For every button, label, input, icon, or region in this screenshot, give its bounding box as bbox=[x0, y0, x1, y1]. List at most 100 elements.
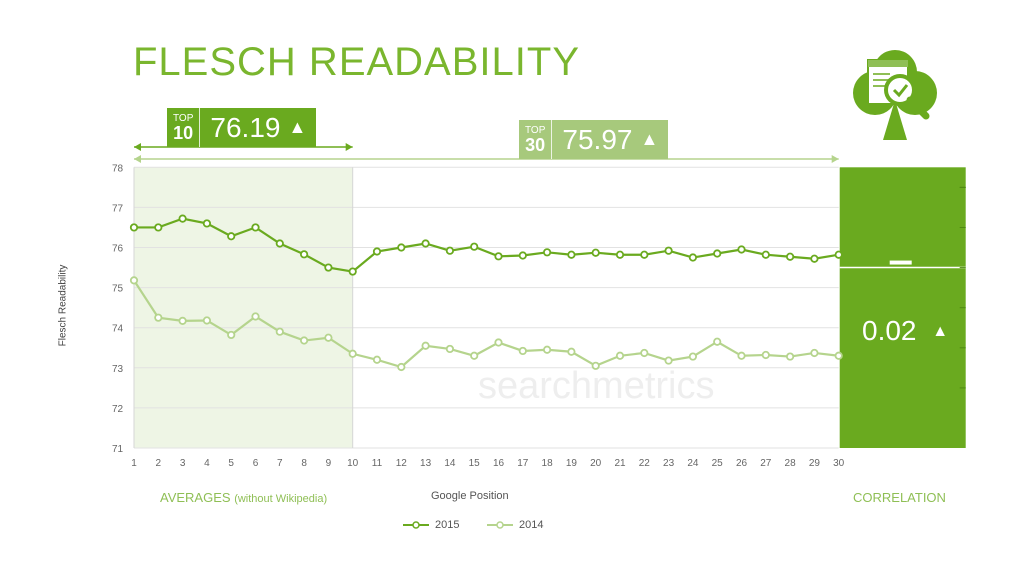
x-tick-label: 27 bbox=[760, 458, 772, 469]
data-point-2014 bbox=[348, 349, 357, 358]
data-point-2014 bbox=[518, 346, 527, 356]
data-point-2014 bbox=[785, 352, 795, 361]
legend-item-2015: 2015 bbox=[403, 519, 459, 531]
y-axis-label: Flesch Readability bbox=[57, 264, 69, 347]
data-point-2015 bbox=[445, 246, 454, 255]
data-point-2015 bbox=[470, 242, 479, 251]
top30-tag-top: TOP bbox=[525, 124, 546, 136]
data-point-2014 bbox=[397, 362, 406, 372]
averages-label-text: AVERAGES bbox=[160, 490, 231, 505]
correlation-label: CORRELATION bbox=[853, 490, 946, 505]
x-tick-label: 10 bbox=[347, 458, 359, 469]
top30-tag-num: 30 bbox=[525, 134, 546, 155]
data-point-2014 bbox=[494, 338, 503, 347]
data-point-2015 bbox=[567, 250, 576, 259]
top30-average-badge: TOP 30 75.97 ▲ bbox=[519, 120, 669, 159]
y-tick-label: 77 bbox=[112, 203, 124, 214]
series-line-2015 bbox=[134, 217, 839, 273]
y-tick-label: 74 bbox=[112, 324, 124, 335]
x-tick-label: 1 bbox=[131, 458, 137, 469]
data-point-2015 bbox=[154, 223, 163, 232]
data-point-2015 bbox=[518, 251, 527, 260]
correlation-zero-marker bbox=[889, 260, 912, 265]
legend-label-2014: 2014 bbox=[519, 519, 544, 531]
data-point-2014 bbox=[615, 351, 625, 360]
top30-range-bracket bbox=[134, 155, 839, 163]
data-point-2014 bbox=[688, 352, 698, 361]
top10-tag: TOP 10 bbox=[167, 108, 201, 147]
data-point-2015 bbox=[615, 250, 625, 259]
x-tick-label: 4 bbox=[204, 458, 210, 469]
x-tick-label: 9 bbox=[326, 458, 332, 469]
data-point-2015 bbox=[834, 250, 843, 259]
x-tick-label: 11 bbox=[372, 458, 383, 469]
x-tick-label: 23 bbox=[663, 458, 675, 469]
data-point-2015 bbox=[713, 249, 722, 258]
data-point-2014 bbox=[834, 351, 843, 360]
data-point-2014 bbox=[251, 312, 260, 321]
data-point-2014 bbox=[129, 276, 139, 285]
chart-title: FLESCH READABILITY bbox=[133, 40, 581, 84]
data-point-2014 bbox=[324, 333, 333, 342]
data-point-2015 bbox=[275, 239, 284, 248]
data-point-2014 bbox=[640, 348, 649, 358]
data-point-2015 bbox=[129, 223, 139, 232]
data-point-2015 bbox=[227, 232, 236, 241]
data-point-2014 bbox=[542, 345, 552, 354]
data-point-2015 bbox=[299, 250, 309, 259]
top10-shaded-region bbox=[134, 167, 353, 449]
top10-average-badge: TOP 10 76.19 ▲ bbox=[167, 108, 317, 147]
x-tick-label: 26 bbox=[736, 458, 748, 469]
x-tick-label: 8 bbox=[301, 458, 307, 469]
legend-label-2015: 2015 bbox=[435, 519, 460, 531]
top10-up-arrow-icon: ▲ bbox=[288, 117, 307, 137]
correlation-value: 0.02 ▲ bbox=[862, 315, 948, 347]
data-point-2015 bbox=[397, 243, 406, 252]
data-point-2015 bbox=[810, 254, 819, 263]
x-tick-label: 17 bbox=[517, 458, 529, 469]
x-tick-label: 30 bbox=[833, 458, 845, 469]
x-tick-label: 21 bbox=[614, 458, 626, 469]
top10-tag-num: 10 bbox=[173, 122, 194, 143]
top30-up-arrow-icon: ▲ bbox=[640, 129, 659, 149]
y-tick-label: 75 bbox=[112, 284, 124, 295]
data-point-2015 bbox=[761, 250, 770, 259]
data-point-2015 bbox=[785, 252, 795, 261]
correlation-box bbox=[839, 167, 966, 449]
y-tick-label: 76 bbox=[112, 244, 124, 255]
data-point-2015 bbox=[324, 263, 333, 272]
x-tick-label: 18 bbox=[542, 458, 554, 469]
x-tick-label: 6 bbox=[253, 458, 259, 469]
correlation-value-text: 0.02 bbox=[862, 315, 917, 346]
y-tick-label: 78 bbox=[112, 163, 124, 174]
top30-value: 75.97 ▲ bbox=[552, 120, 668, 159]
x-tick-label: 12 bbox=[396, 458, 408, 469]
x-tick-label: 14 bbox=[444, 458, 456, 469]
top10-value-text: 76.19 bbox=[210, 111, 281, 143]
data-point-2015 bbox=[664, 246, 673, 255]
legend-marker-2015 bbox=[403, 521, 429, 529]
data-point-2014 bbox=[470, 351, 479, 360]
x-tick-label: 25 bbox=[712, 458, 724, 469]
averages-sub-label: (without Wikipedia) bbox=[234, 493, 328, 505]
x-tick-label: 19 bbox=[566, 458, 578, 469]
x-tick-label: 29 bbox=[809, 458, 821, 469]
data-point-2015 bbox=[542, 248, 552, 257]
data-point-2015 bbox=[591, 248, 600, 257]
y-tick-label: 73 bbox=[112, 364, 124, 375]
top30-value-text: 75.97 bbox=[562, 123, 633, 155]
data-point-2015 bbox=[251, 223, 260, 232]
data-point-2014 bbox=[591, 361, 600, 370]
y-tick-label: 72 bbox=[112, 404, 124, 415]
data-point-2014 bbox=[154, 313, 163, 322]
top10-value: 76.19 ▲ bbox=[200, 108, 316, 147]
data-point-2015 bbox=[640, 250, 649, 259]
top10-tag-top: TOP bbox=[173, 112, 194, 124]
x-tick-label: 7 bbox=[277, 458, 283, 469]
legend-item-2014: 2014 bbox=[487, 519, 543, 531]
data-point-2014 bbox=[567, 347, 576, 356]
averages-label: AVERAGES (without Wikipedia) bbox=[160, 490, 327, 505]
data-point-2014 bbox=[202, 316, 211, 325]
data-point-2015 bbox=[178, 214, 187, 223]
